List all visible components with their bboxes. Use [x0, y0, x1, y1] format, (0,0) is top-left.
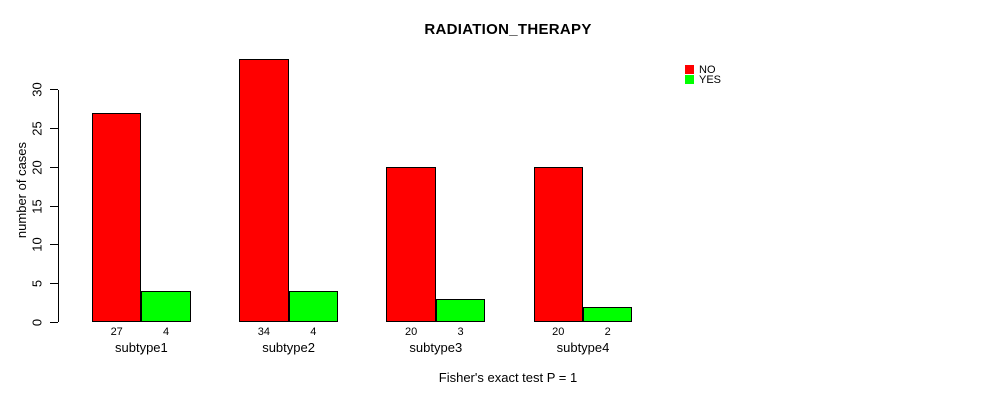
x-category-label: subtype1 — [115, 340, 168, 355]
y-tick-label: 20 — [29, 160, 45, 175]
y-tick-mark — [50, 128, 58, 130]
y-tick-mark — [50, 166, 58, 168]
bar-yes-subtype3 — [435, 299, 486, 323]
chart-title: RADIATION_THERAPY — [424, 21, 592, 38]
bar-value-label: 3 — [457, 326, 464, 338]
bar-yes-subtype1 — [141, 291, 191, 323]
legend: NO YES — [685, 63, 722, 86]
bar-value-label: 20 — [404, 326, 418, 338]
x-category-label: subtype4 — [556, 340, 610, 355]
legend-item-yes: YES — [685, 73, 722, 86]
legend-label: NO — [699, 63, 716, 76]
y-tick-label: 5 — [29, 280, 45, 288]
x-category-label: subtype3 — [409, 340, 463, 355]
x-category-label: subtype2 — [262, 340, 315, 355]
legend-label: YES — [699, 73, 722, 86]
bar-value-label: 2 — [604, 326, 611, 338]
y-tick-label: 30 — [29, 82, 45, 98]
bar-value-label: 20 — [552, 326, 565, 338]
y-tick-mark — [50, 89, 58, 91]
y-tick-label: 0 — [29, 318, 45, 327]
legend-item-no: NO — [685, 63, 721, 76]
bar-no-subtype2 — [239, 58, 289, 323]
y-axis-label: number of cases — [14, 141, 29, 239]
bar-yes-subtype2 — [288, 291, 338, 323]
y-tick-mark — [50, 205, 58, 207]
bar-no-subtype3 — [386, 167, 436, 323]
bar-value-label: 27 — [110, 326, 123, 338]
y-tick-mark — [50, 283, 58, 285]
legend-swatch-yes — [685, 75, 694, 84]
bar-value-label: 4 — [163, 326, 170, 338]
legend-swatch-no — [685, 65, 694, 74]
y-axis-line — [58, 89, 59, 323]
y-tick-mark — [50, 244, 58, 246]
y-tick-label: 10 — [29, 237, 45, 253]
bar-no-subtype4 — [533, 167, 583, 323]
bar-no-subtype1 — [92, 113, 142, 323]
y-tick-mark — [50, 322, 58, 323]
bar-value-label: 4 — [310, 326, 317, 338]
y-tick-label: 25 — [29, 121, 45, 136]
y-tick-label: 15 — [29, 198, 45, 214]
bar-yes-subtype4 — [583, 306, 633, 323]
bar-value-label: 34 — [257, 326, 271, 338]
chart-footnote: Fisher's exact test P = 1 — [438, 370, 578, 385]
